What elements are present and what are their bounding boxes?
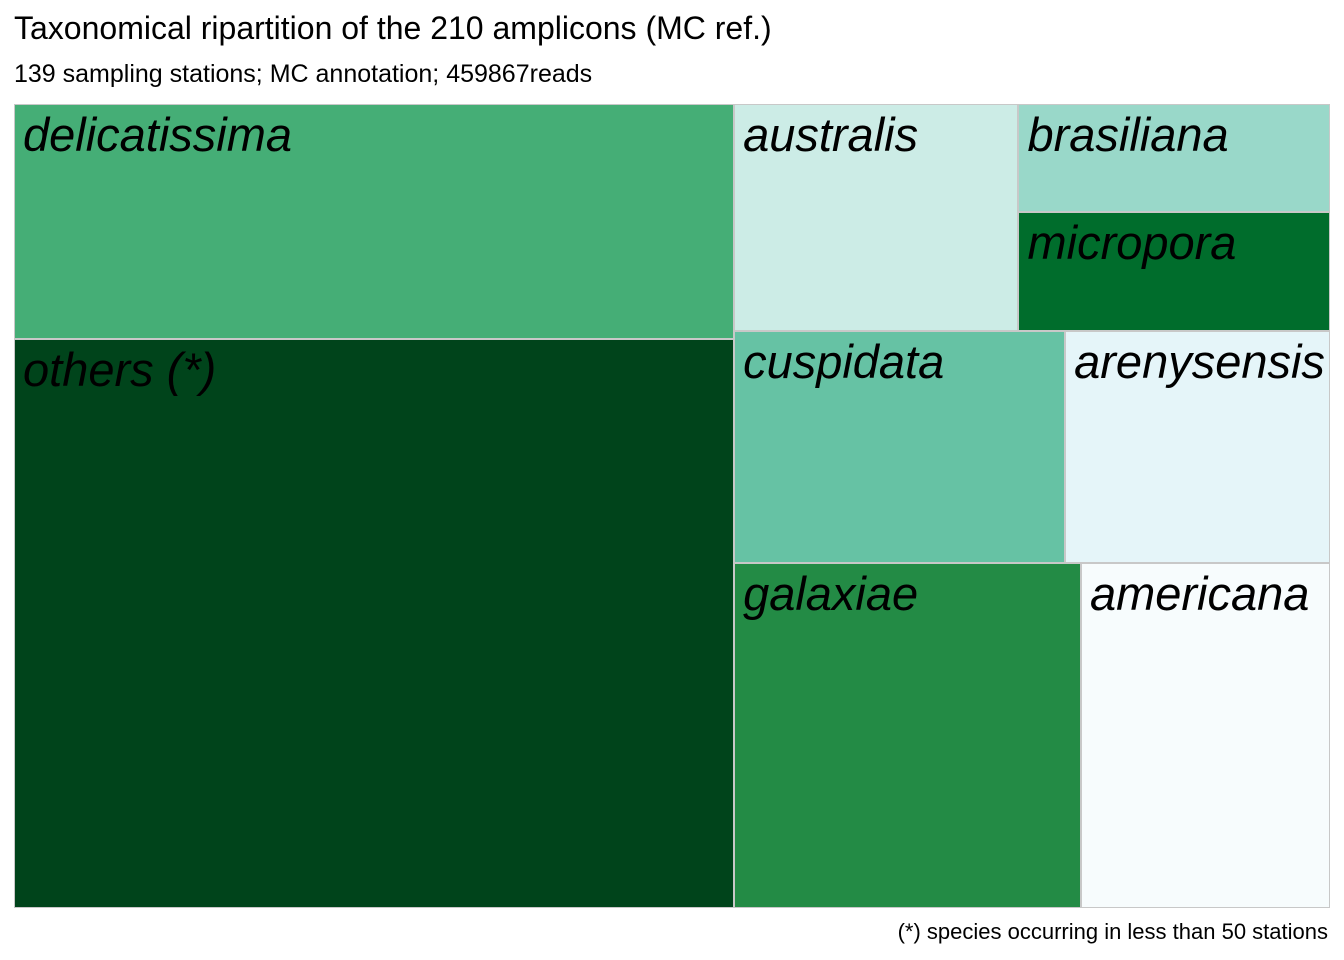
treemap-tile-arenysensis: arenysensis [1065,330,1330,563]
treemap-tile-cuspidata: cuspidata [734,330,1066,563]
treemap-tile-micropora: micropora [1018,212,1330,331]
treemap-tile-others: others (*) [14,338,735,908]
treemap-tile-label: galaxiae [743,566,919,620]
treemap-tile-americana: americana [1080,562,1330,908]
treemap-plot-area: delicatissima others (*) australis brasilia… [14,104,1330,908]
treemap-tile-label: cuspidata [743,334,945,388]
treemap-tile-galaxiae: galaxiae [734,562,1081,908]
treemap-tile-label: americana [1089,566,1310,620]
treemap-tile-label: delicatissima [23,108,293,161]
chart-caption: (*) species occurring in less than 50 st… [897,919,1328,944]
treemap-tile-australis: australis [734,104,1019,331]
treemap-tile-label: arenysensis [1074,334,1325,388]
treemap-tile-brasiliana: brasiliana [1018,104,1330,213]
treemap-tile-label: micropora [1027,216,1237,270]
treemap-tile-label: others (*) [23,342,217,396]
treemap-tile-delicatissima: delicatissima [14,104,735,339]
chart-subtitle: 139 sampling stations; MC annotation; 45… [14,60,593,88]
treemap-tile-label: brasiliana [1027,108,1229,161]
chart-title: Taxonomical ripartition of the 210 ampli… [14,10,772,46]
treemap-tile-label: australis [743,108,919,161]
